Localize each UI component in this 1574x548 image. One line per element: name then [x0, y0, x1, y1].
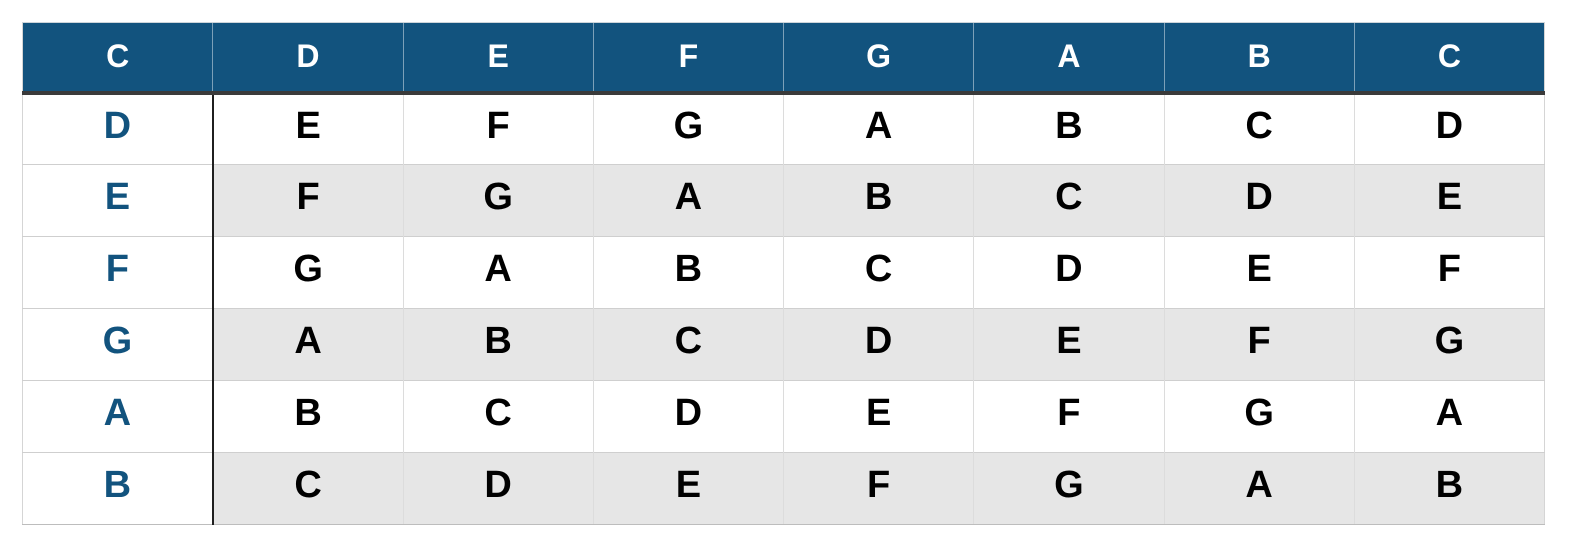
table-cell: G	[402, 164, 594, 237]
table-row: A B C D E F G A	[22, 380, 1545, 453]
table-cell: C	[402, 380, 594, 453]
column-header: F	[592, 22, 784, 95]
table-cell: D	[1353, 92, 1545, 165]
table-cell: B	[402, 308, 594, 381]
table-cell: G	[1353, 308, 1545, 381]
table-cell: G	[212, 236, 403, 309]
table-cell: F	[1163, 308, 1355, 381]
table-cell: C	[782, 236, 974, 309]
table-cell: B	[1353, 452, 1545, 525]
note-scale-table: C D E F G A B C D E F G A B C D E	[22, 22, 1545, 525]
column-header: E	[402, 22, 594, 95]
table-cell: A	[782, 92, 974, 165]
table-row: F G A B C D E F	[22, 236, 1545, 309]
row-label: F	[22, 236, 214, 309]
table-row: G A B C D E F G	[22, 308, 1545, 381]
table-cell: A	[1163, 452, 1355, 525]
table-cell: D	[782, 308, 974, 381]
row-label: A	[22, 380, 214, 453]
table-cell: D	[973, 236, 1164, 309]
table-cell: A	[592, 164, 784, 237]
table-cell: A	[1353, 380, 1545, 453]
table-cell: A	[212, 308, 403, 381]
column-header: D	[212, 22, 403, 95]
table-cell: E	[592, 452, 784, 525]
table-cell: F	[973, 380, 1164, 453]
table-cell: B	[592, 236, 784, 309]
table-cell: F	[782, 452, 974, 525]
row-label: E	[22, 164, 214, 237]
column-header: B	[1163, 22, 1355, 95]
table-cell: D	[402, 452, 594, 525]
table-cell: C	[1163, 92, 1355, 165]
column-header: A	[973, 22, 1164, 95]
row-label: D	[22, 92, 214, 165]
table-cell: B	[782, 164, 974, 237]
table-cell: D	[1163, 164, 1355, 237]
table-cell: G	[973, 452, 1164, 525]
table-cell: D	[592, 380, 784, 453]
row-label: B	[22, 452, 214, 525]
table-cell: E	[782, 380, 974, 453]
row-label: G	[22, 308, 214, 381]
table-cell: G	[592, 92, 784, 165]
table-cell: E	[1163, 236, 1355, 309]
table-cell: F	[212, 164, 403, 237]
table-row: D E F G A B C D	[22, 92, 1545, 165]
note-table-container: C D E F G A B C D E F G A B C D E	[22, 22, 1545, 525]
table-header-row: C D E F G A B C	[22, 22, 1545, 95]
table-row: E F G A B C D E	[22, 164, 1545, 237]
table-cell: C	[973, 164, 1164, 237]
column-header: G	[782, 22, 974, 95]
table-cell: B	[212, 380, 403, 453]
table-cell: E	[212, 92, 403, 165]
table-cell: E	[973, 308, 1164, 381]
table-cell: B	[973, 92, 1164, 165]
table-cell: C	[592, 308, 784, 381]
table-cell: F	[402, 92, 594, 165]
column-header: C	[1353, 22, 1545, 95]
column-header: C	[22, 22, 213, 95]
table-cell: A	[402, 236, 594, 309]
table-cell: E	[1353, 164, 1545, 237]
table-cell: C	[212, 452, 403, 525]
table-row: B C D E F G A B	[22, 452, 1545, 525]
table-cell: F	[1353, 236, 1545, 309]
table-cell: G	[1163, 380, 1355, 453]
